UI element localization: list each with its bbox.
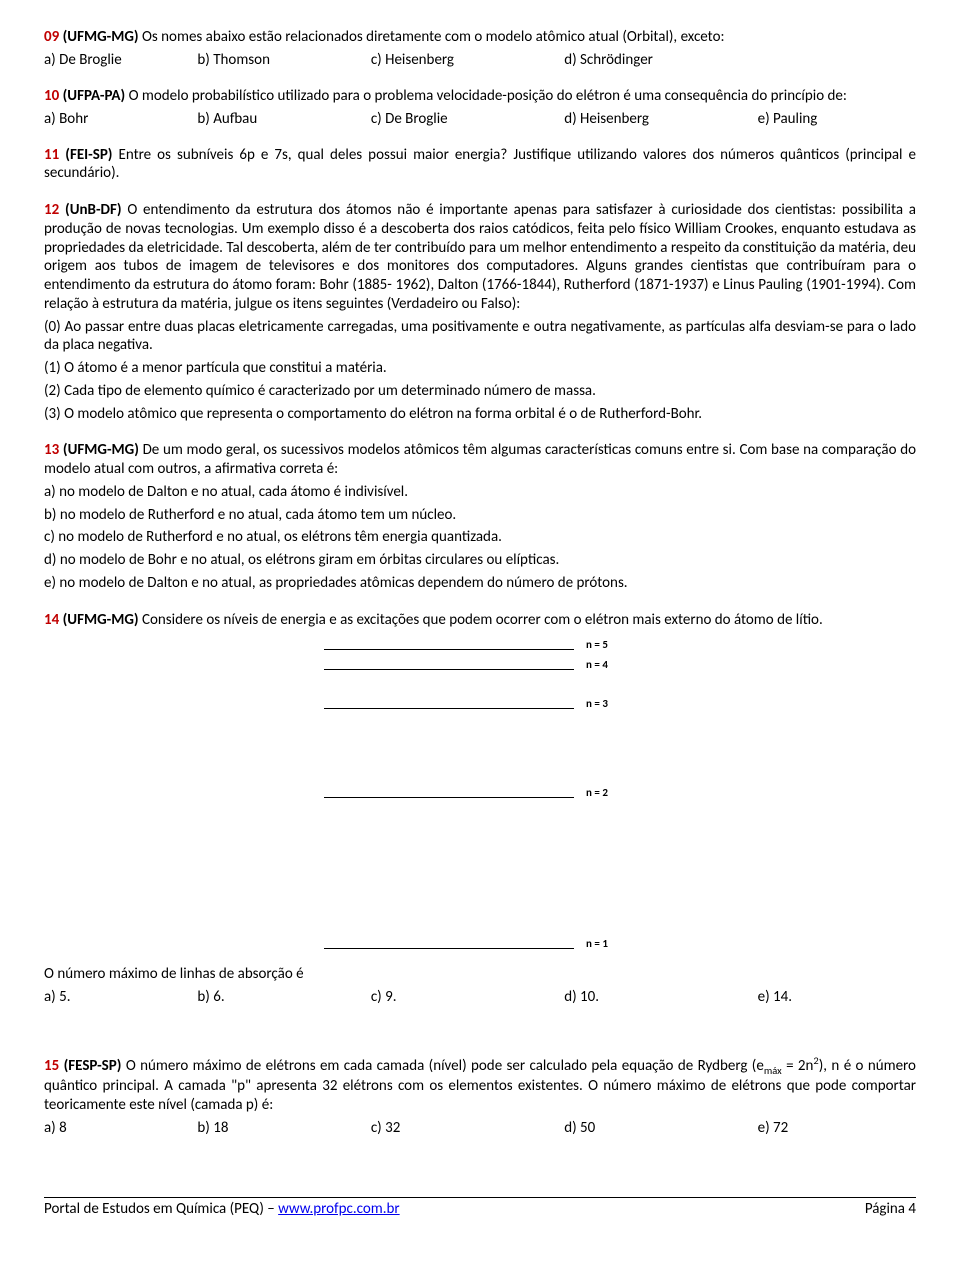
q15-text: 15 (FESP-SP) O número máximo de elétrons… (44, 1054, 916, 1115)
energy-level-diagram: n = 5 n = 4 n = 3 n = 2 n = 1 (324, 639, 916, 949)
q09-opt-d: d) Schrödinger (564, 51, 754, 69)
q11-body: Entre os subníveis 6p e 7s, qual deles p… (44, 146, 916, 183)
level-n4: n = 4 (324, 659, 916, 670)
level-n4-label: n = 4 (586, 659, 608, 670)
q14-text: 14 (UFMG-MG) Considere os níveis de ener… (44, 611, 916, 630)
level-n2: n = 2 (324, 787, 916, 798)
q14-options: a) 5. b) 6. c) 9. d) 10. e) 14. (44, 988, 916, 1006)
q15-subscript: máx (764, 1064, 782, 1077)
level-n5: n = 5 (324, 639, 916, 650)
q14-prompt: O número máximo de linhas de absorção é (44, 965, 916, 984)
q13-opt-a: a) no modelo de Dalton e no atual, cada … (44, 483, 916, 502)
footer-page-number: Página 4 (865, 1200, 916, 1218)
q13-opt-d: d) no modelo de Bohr e no atual, os elét… (44, 551, 916, 570)
level-n5-label: n = 5 (586, 639, 608, 650)
q13-opt-e: e) no modelo de Dalton e no atual, as pr… (44, 574, 916, 593)
q09-source: (UFMG-MG) (63, 28, 139, 46)
q15-opt-e: e) 72 (758, 1119, 878, 1137)
q14-source: (UFMG-MG) (63, 611, 139, 629)
q14-opt-d: d) 10. (564, 988, 754, 1006)
level-n1: n = 1 (324, 938, 916, 949)
level-n3: n = 3 (324, 698, 916, 709)
question-11: 11 (FEI-SP) Entre os subníveis 6p e 7s, … (44, 146, 916, 184)
q15-body-1: O número máximo de elétrons em cada cama… (126, 1057, 764, 1075)
footer-text: Portal de Estudos em Química (PEQ) – (44, 1200, 278, 1218)
q15-opt-d: d) 50 (564, 1119, 754, 1137)
q13-opt-b: b) no modelo de Rutherford e no atual, c… (44, 506, 916, 525)
q10-options: a) Bohr b) Aufbau c) De Broglie d) Heise… (44, 110, 916, 128)
q12-item-1: (1) O átomo é a menor partícula que cons… (44, 359, 916, 378)
q12-number: 12 (44, 201, 59, 219)
q15-body-2: = 2n (782, 1057, 814, 1075)
question-12: 12 (UnB-DF) O entendimento da estrutura … (44, 201, 916, 423)
q10-body: O modelo probabilístico utilizado para o… (129, 87, 847, 105)
q09-opt-c: c) Heisenberg (371, 51, 561, 69)
q14-body: Considere os níveis de energia e as exci… (142, 611, 823, 629)
q14-number: 14 (44, 611, 59, 629)
q10-opt-c: c) De Broglie (371, 110, 561, 128)
q09-text: 09 (UFMG-MG) Os nomes abaixo estão relac… (44, 28, 916, 47)
footer-link[interactable]: www.profpc.com.br (278, 1200, 400, 1218)
footer-left: Portal de Estudos em Química (PEQ) – www… (44, 1200, 400, 1218)
q12-item-0: (0) Ao passar entre duas placas eletrica… (44, 318, 916, 356)
q09-opt-a: a) De Broglie (44, 51, 194, 69)
question-15: 15 (FESP-SP) O número máximo de elétrons… (44, 1054, 916, 1137)
q12-source: (UnB-DF) (65, 201, 122, 219)
q13-source: (UFMG-MG) (63, 441, 139, 459)
level-n1-label: n = 1 (586, 938, 608, 949)
q10-text: 10 (UFPA-PA) O modelo probabilístico uti… (44, 87, 916, 106)
q11-number: 11 (44, 146, 59, 164)
q12-body: O entendimento da estrutura dos átomos n… (44, 201, 916, 313)
question-13: 13 (UFMG-MG) De um modo geral, os sucess… (44, 441, 916, 592)
q10-opt-a: a) Bohr (44, 110, 194, 128)
q10-number: 10 (44, 87, 59, 105)
q13-body: De um modo geral, os sucessivos modelos … (44, 441, 916, 478)
q13-number: 13 (44, 441, 59, 459)
q10-opt-d: d) Heisenberg (564, 110, 754, 128)
level-n2-label: n = 2 (586, 787, 608, 798)
q15-number: 15 (44, 1057, 59, 1075)
q10-source: (UFPA-PA) (63, 87, 126, 105)
q10-opt-b: b) Aufbau (197, 110, 367, 128)
q09-number: 09 (44, 28, 59, 46)
q09-options: a) De Broglie b) Thomson c) Heisenberg d… (44, 51, 916, 69)
q14-opt-b: b) 6. (197, 988, 367, 1006)
q15-opt-c: c) 32 (371, 1119, 561, 1137)
q09-body: Os nomes abaixo estão relacionados diret… (142, 28, 725, 46)
question-14: 14 (UFMG-MG) Considere os níveis de ener… (44, 611, 916, 1007)
q15-opt-b: b) 18 (197, 1119, 367, 1137)
q12-item-2: (2) Cada tipo de elemento químico é cara… (44, 382, 916, 401)
level-n3-label: n = 3 (586, 698, 608, 709)
q15-source: (FESP-SP) (64, 1057, 122, 1075)
q10-opt-e: e) Pauling (758, 110, 878, 128)
q13-opt-c: c) no modelo de Rutherford e no atual, o… (44, 528, 916, 547)
q14-opt-e: e) 14. (758, 988, 878, 1006)
q15-opt-a: a) 8 (44, 1119, 194, 1137)
q11-text: 11 (FEI-SP) Entre os subníveis 6p e 7s, … (44, 146, 916, 184)
page-footer: Portal de Estudos em Química (PEQ) – www… (44, 1197, 916, 1218)
q12-text: 12 (UnB-DF) O entendimento da estrutura … (44, 201, 916, 314)
q12-item-3: (3) O modelo atômico que representa o co… (44, 405, 916, 424)
q13-text: 13 (UFMG-MG) De um modo geral, os sucess… (44, 441, 916, 479)
q15-options: a) 8 b) 18 c) 32 d) 50 e) 72 (44, 1119, 916, 1137)
question-09: 09 (UFMG-MG) Os nomes abaixo estão relac… (44, 28, 916, 69)
q11-source: (FEI-SP) (65, 146, 112, 164)
q14-opt-c: c) 9. (371, 988, 561, 1006)
q14-opt-a: a) 5. (44, 988, 194, 1006)
question-10: 10 (UFPA-PA) O modelo probabilístico uti… (44, 87, 916, 128)
q09-opt-b: b) Thomson (197, 51, 367, 69)
